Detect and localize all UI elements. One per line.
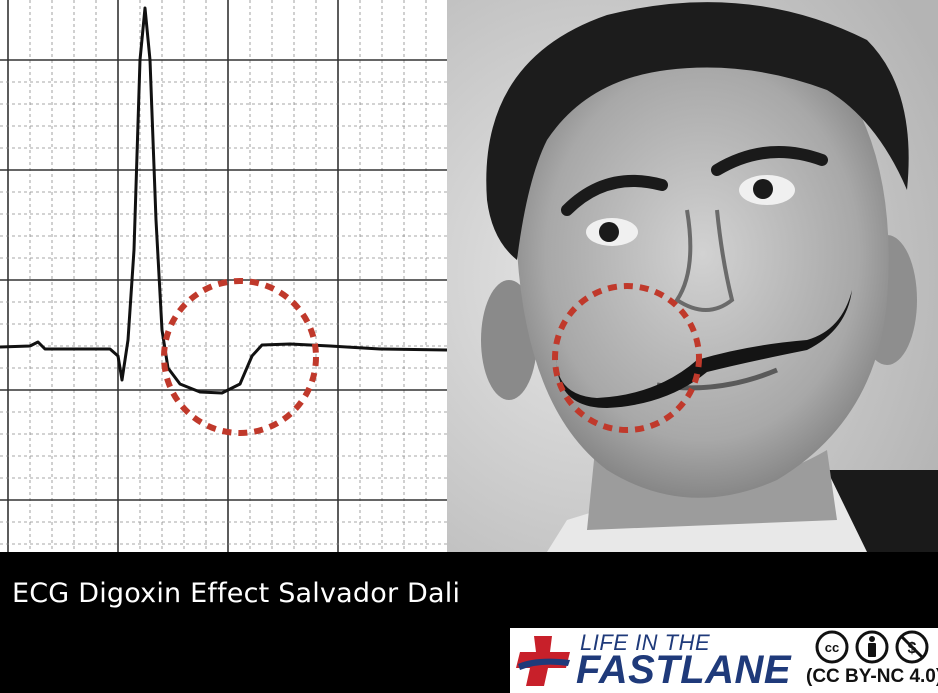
nc-icon: $ [895,630,929,664]
ecg-grid [0,0,447,552]
logo-line1: LIFE IN THE [580,630,711,655]
medical-cross-icon [516,636,570,686]
lifl-logo: LIFE IN THE FASTLANE cc $ (CC BY-NC 4.0) [510,628,938,693]
ecg-panel [0,0,447,552]
portrait-photo [447,0,938,552]
caption-text: ECG Digoxin Effect Salvador Dali [12,578,461,609]
cc-license-icons: cc $ [815,630,929,664]
portrait-illustration [447,0,938,552]
ecg-waveform [0,6,447,395]
moustache-highlight-circle [552,283,702,433]
logo-line2: FASTLANE [576,648,792,692]
ecg-tracing [0,0,447,552]
svg-text:cc: cc [825,640,839,655]
cc-icon: cc [815,630,849,664]
by-icon [855,630,889,664]
ecg-highlight-circle [161,278,319,436]
license-text: (CC BY-NC 4.0) [806,666,938,687]
